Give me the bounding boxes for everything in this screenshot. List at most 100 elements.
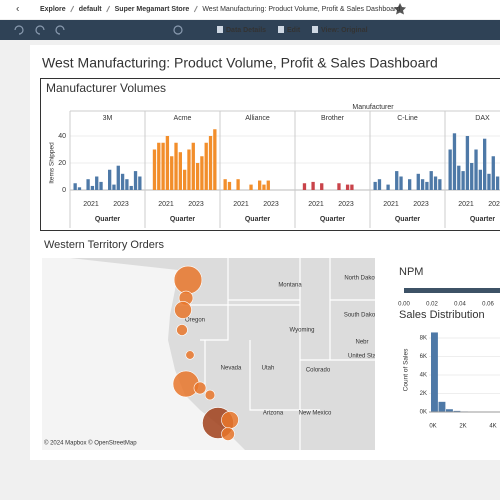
npm-tick-label: 0.02: [426, 302, 438, 308]
bar: [236, 179, 240, 190]
bar: [227, 181, 232, 190]
revert-icon[interactable]: [55, 25, 65, 35]
map-label: South Dakota: [344, 313, 381, 319]
map-land: [70, 258, 375, 450]
panel-label: Acme: [174, 115, 192, 122]
bar: [161, 142, 165, 190]
toolbar-icon[interactable]: [312, 26, 318, 33]
map-label: Oregon: [185, 318, 205, 324]
toolbar-button[interactable]: View: Original: [321, 27, 368, 34]
breadcrumb-item[interactable]: default: [79, 6, 103, 13]
breadcrumb-item[interactable]: Explore: [40, 6, 66, 13]
bar: [457, 165, 461, 190]
bar: [373, 181, 377, 190]
bar: [90, 185, 95, 190]
map-bubble: [174, 301, 192, 319]
map-bubble: [221, 427, 235, 441]
map-title: Western Territory Orders: [44, 239, 165, 251]
bar: [420, 179, 425, 190]
bar: [208, 136, 213, 190]
x-tick-label: 2023: [338, 201, 354, 208]
x-axis-label: Quarter: [170, 216, 196, 223]
panel-label: Alliance: [245, 115, 270, 122]
bar: [478, 169, 482, 190]
bar: [438, 179, 442, 190]
x-tick-label: 2023: [188, 201, 204, 208]
bar: [311, 181, 315, 190]
sales-x-tick: 4K: [489, 424, 496, 430]
toolbar-button[interactable]: Data Details: [226, 27, 266, 34]
bar: [470, 163, 474, 190]
bar: [120, 173, 125, 190]
map-label: Wyoming: [290, 328, 315, 334]
bar: [116, 165, 120, 190]
bar: [86, 179, 90, 190]
breadcrumb-item: West Manufacturing: Product Volume, Prof…: [202, 6, 400, 13]
map-bubble: [193, 381, 207, 395]
bar: [129, 185, 133, 190]
breadcrumb-item[interactable]: Super Megamart Store: [115, 6, 190, 13]
bar: [262, 184, 266, 190]
breadcrumb-separator: [193, 5, 198, 13]
map-bubble: [185, 350, 195, 360]
bar: [320, 183, 324, 190]
map-label: Arizona: [263, 411, 284, 417]
bar: [337, 183, 341, 190]
x-tick-label: 2021: [458, 201, 474, 208]
state-border: [200, 258, 229, 341]
sales-y-tick: 2K: [420, 391, 427, 397]
bar: [483, 138, 487, 190]
sales-title: Sales Distribution: [399, 309, 485, 321]
bar: [302, 183, 307, 190]
bar: [108, 169, 112, 190]
bar: [152, 149, 157, 190]
favorite-star[interactable]: [394, 3, 406, 15]
x-tick-label: 2023: [263, 201, 279, 208]
bar: [73, 183, 77, 190]
bar: [99, 181, 103, 190]
sales-x-tick: 0K: [429, 424, 436, 430]
y-tick-label: 0: [62, 187, 66, 194]
bar: [429, 171, 433, 190]
bar: [416, 173, 420, 190]
toolbar: [0, 20, 500, 40]
bar: [465, 136, 470, 190]
redo-icon[interactable]: [35, 25, 45, 35]
x-axis-label: Quarter: [395, 216, 421, 223]
panel-label: DAX: [475, 115, 490, 122]
bar: [448, 149, 452, 190]
bar: [425, 181, 429, 190]
bar: [495, 176, 500, 190]
x-tick-label: 2023: [113, 201, 129, 208]
map-label: Nebr: [355, 340, 368, 346]
volumes-title: Manufacturer Volumes: [46, 81, 166, 95]
histogram-bar: [438, 401, 446, 412]
bar: [249, 184, 253, 190]
bar: [433, 176, 438, 190]
y-axis-label: Items Shipped: [49, 142, 56, 184]
bar: [258, 180, 262, 190]
x-axis-label: Quarter: [470, 216, 496, 223]
bar: [474, 149, 478, 190]
bar: [491, 156, 495, 190]
x-axis-label: Quarter: [95, 216, 121, 223]
toolbar-button[interactable]: Edit: [287, 27, 301, 34]
pause-icon[interactable]: [173, 25, 183, 35]
x-tick-label: 2023: [413, 201, 429, 208]
undo-icon[interactable]: [14, 25, 24, 35]
map-label: Colorado: [306, 368, 331, 374]
map-attribution: © 2024 Mapbox © OpenStreetMap: [44, 440, 137, 447]
toolbar-icon[interactable]: [278, 26, 284, 33]
back-icon[interactable]: ‹: [16, 4, 19, 15]
map-label: United States: [348, 354, 384, 360]
bar: [377, 179, 382, 190]
bar: [178, 152, 182, 190]
bar: [350, 184, 354, 190]
map-bubble: [176, 324, 188, 336]
y-tick-label: 20: [58, 160, 66, 167]
bar: [191, 142, 195, 190]
map-bubble: [173, 265, 203, 295]
toolbar-icons: [14, 25, 183, 35]
toolbar-icon[interactable]: [217, 26, 223, 33]
